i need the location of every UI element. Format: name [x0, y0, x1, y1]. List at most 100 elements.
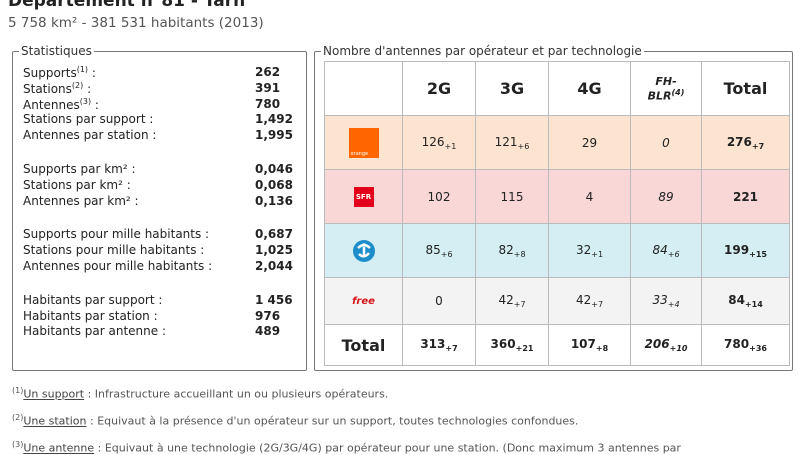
cell-delta: +1: [444, 141, 457, 151]
stat-label: Supports par km² :: [23, 162, 136, 176]
cell-delta: +36: [749, 344, 767, 353]
stat-row: Supports par km² : 0,046: [23, 162, 293, 176]
data-cell: 89: [630, 169, 702, 224]
column-label: 2G: [426, 79, 452, 98]
column-header: 4G: [548, 61, 631, 116]
stat-value: 1,492: [255, 112, 293, 127]
logo: orange: [348, 127, 379, 158]
data-cell: 276+7: [701, 115, 790, 170]
footnote-term: Un support: [23, 387, 85, 401]
operator-row: orange 126+1 121+6 29 0 276+7: [324, 115, 790, 170]
footnote: (1)Un support : Infrastructure accueilla…: [12, 386, 388, 401]
data-cell: 107+8: [548, 324, 631, 366]
cell-delta: +7: [445, 344, 458, 353]
stat-label: Stations par km² :: [23, 177, 131, 192]
data-cell: 221: [701, 169, 790, 224]
data-cell: 42+7: [548, 277, 631, 325]
stat-label: Antennes: [23, 97, 80, 112]
stat-value: 0,687: [255, 227, 293, 242]
logo-cell: free: [324, 277, 403, 325]
stat-row: Supports pour mille habitants : 0,687: [23, 227, 293, 242]
cell-value: 82: [498, 242, 514, 257]
cell-delta: +7: [751, 141, 765, 151]
stat-row: Antennes par km² : 0,136: [23, 193, 293, 208]
data-cell: 0: [402, 277, 476, 325]
data-cell: 115: [475, 169, 549, 224]
cell-value: 199: [724, 242, 750, 257]
stat-row: Stations(2) : 391: [23, 81, 280, 96]
operator-row: free 0 42+7 42+7 33+4 84+14: [324, 277, 790, 325]
operator-row: SFR 102 115 4 89 221: [324, 169, 790, 224]
cell-value: 107: [570, 337, 596, 351]
cell-value: 29: [581, 135, 598, 150]
stat-value: 0,046: [255, 162, 293, 176]
stat-label: Antennes par km² :: [23, 193, 139, 208]
stat-value: 391: [255, 80, 281, 95]
cell-value: 84: [728, 293, 745, 307]
cell-delta: +7: [591, 300, 604, 309]
cell-value: 32: [575, 242, 592, 257]
column-header: Total: [701, 61, 790, 116]
stat-row: Habitants par antenne : 489: [23, 324, 280, 338]
stat-label-suffix: :: [91, 97, 99, 112]
stat-row: Habitants par support : 1 456: [23, 293, 293, 307]
stat-label-suffix: :: [83, 81, 92, 96]
data-cell: 199+15: [701, 223, 790, 278]
column-header: 2G: [402, 61, 476, 116]
cell-value: 42: [575, 293, 592, 307]
footnote-number: (1): [12, 386, 24, 395]
data-cell: 32+1: [548, 223, 631, 278]
cell-value: 126: [421, 134, 445, 149]
cell-value: 221: [732, 189, 759, 204]
stat-value: 1 456: [255, 292, 293, 307]
cell-value: 85: [425, 242, 441, 257]
cell-value: 780: [724, 337, 750, 351]
cell-value: 276: [726, 134, 752, 149]
stat-label: Stations par support :: [23, 112, 154, 127]
footnote-ref: (1): [76, 65, 89, 74]
stat-label: Supports pour mille habitants :: [23, 227, 210, 242]
cell-value: 84: [652, 242, 668, 257]
footnote-term: Une antenne: [23, 441, 95, 455]
cell-delta: +10: [669, 344, 688, 353]
data-cell: 0: [630, 115, 702, 170]
cell-delta: +6: [667, 249, 680, 259]
column-label: FH-: [655, 74, 677, 88]
panel-legend: Nombre d'antennes par opérateur et par t…: [321, 44, 644, 58]
logo-cell: orange: [324, 115, 403, 170]
data-cell: 313+7: [402, 324, 476, 366]
data-cell: 84+6: [630, 223, 702, 278]
cell-delta: +8: [513, 249, 526, 259]
page-subtitle: 5 758 km² - 381 531 habitants (2013): [8, 15, 264, 31]
cell-delta: +4: [667, 300, 680, 309]
stat-value: 1,995: [255, 128, 293, 143]
stat-label: Stations pour mille habitants :: [23, 243, 205, 258]
stat-row: Stations par km² : 0,068: [23, 177, 293, 192]
antennas-table: 2G 3G 4G FH- BLR(4) Total orange 126+1 121+6 29 0 2…: [324, 61, 790, 366]
logo-cell: [324, 223, 403, 278]
footnote-ref: (4): [671, 87, 685, 97]
antennas-panel: Nombre d'antennes par opérateur et par t…: [314, 44, 793, 371]
data-cell: 102: [402, 169, 476, 224]
footnote-number: (3): [12, 440, 24, 449]
logo-cell: SFR: [324, 169, 403, 224]
cell-delta: +15: [749, 249, 767, 259]
stat-row: Antennes(3) : 780: [23, 97, 280, 112]
data-cell: 126+1: [402, 115, 476, 170]
cell-delta: +6: [440, 249, 453, 259]
footnote-term: Une station: [23, 414, 87, 428]
footnote-number: (2): [12, 413, 24, 422]
stat-label: Antennes par station :: [23, 128, 157, 143]
logo-text: orange: [350, 150, 369, 157]
stat-row: Stations pour mille habitants : 1,025: [23, 243, 293, 258]
data-cell: 29: [548, 115, 631, 170]
data-cell: 121+6: [475, 115, 549, 170]
data-cell: 360+21: [475, 324, 549, 366]
data-cell: 33+4: [630, 277, 702, 325]
footnote-text: : Infrastructure accueillant un ou plusi…: [84, 387, 389, 401]
data-cell: 780+36: [701, 324, 790, 366]
cell-value: 360: [490, 337, 516, 351]
cell-delta: +1: [591, 249, 604, 259]
stat-value: 0,068: [255, 177, 293, 192]
